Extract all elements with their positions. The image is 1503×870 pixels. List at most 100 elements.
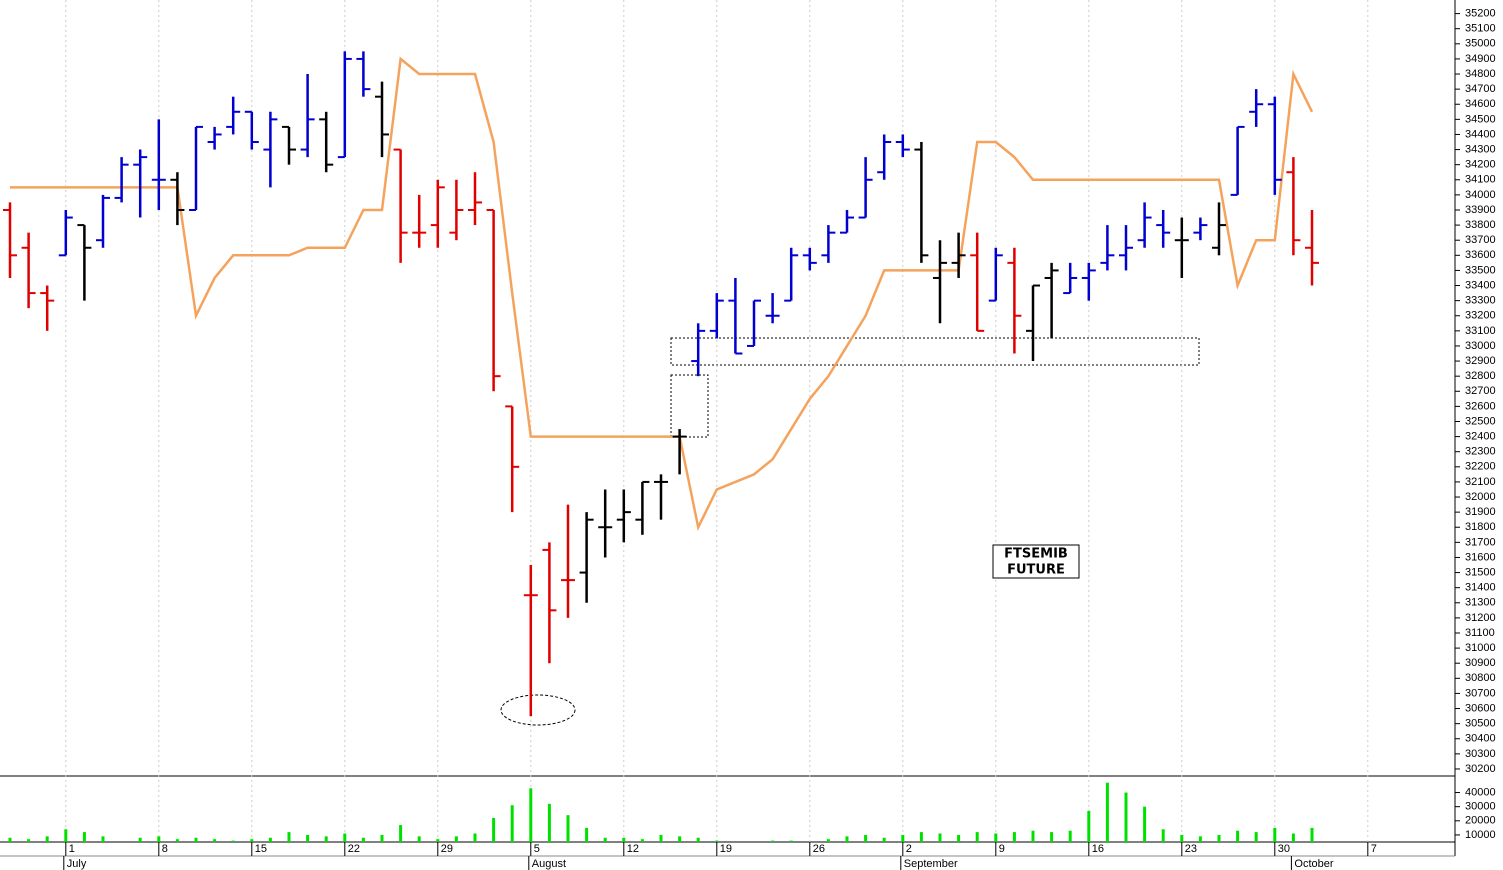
y-tick-label: 32500 [1465,415,1496,427]
volume-bar [1198,836,1202,842]
volume-bar [157,836,161,842]
volume-bar [175,839,179,842]
volume-bar [1068,830,1072,842]
volume-bar [826,839,830,842]
volume-bar [306,834,310,842]
y-tick-label: 30400 [1465,733,1496,745]
y-tick-label: 33000 [1465,340,1496,352]
y-tick-label: 32000 [1465,491,1496,503]
volume-bar [585,827,589,842]
volume-bar [882,837,886,842]
ohlc-bar [1026,284,1040,362]
annotation-text: FTSEMIB [1004,547,1068,562]
ohlc-bar [858,157,873,219]
ohlc-bar [709,293,724,339]
ohlc-bar [319,111,334,173]
ohlc-bar [877,134,892,180]
zone-box [670,337,1200,366]
volume-bar [659,834,663,842]
y-tick-label: 33200 [1465,310,1496,322]
ohlc-bar [77,224,92,301]
y-tick-label: 34000 [1465,189,1496,201]
volume-bar [1124,792,1128,842]
month-label: July [67,858,87,870]
volume-bar [640,839,644,842]
volume-bar [957,834,961,842]
volume-bar [1105,782,1109,842]
y-tick-label: 30700 [1465,687,1496,699]
ohlc-bar [449,179,464,241]
y-tick-label: 34400 [1465,128,1496,140]
y-tick-label: 30600 [1465,702,1496,714]
ohlc-bar [635,480,650,535]
y-tick-label: 31900 [1465,506,1496,518]
volume-bar [417,836,421,842]
volume-bar [622,837,626,842]
volume-bar [1161,829,1165,842]
volume-tick-label: 30000 [1465,801,1496,813]
ohlc-bar [1230,125,1245,196]
volume-bar [473,833,477,842]
ohlc-bar [430,179,445,248]
volume-bar [213,839,217,842]
y-tick-label: 32100 [1465,476,1496,488]
volume-bar [268,837,272,842]
volume-bar [101,836,105,842]
y-tick-label: 34800 [1465,68,1496,80]
ohlc-bar [58,209,73,257]
volume-bar [1291,833,1295,842]
y-tick-label: 33800 [1465,219,1496,231]
low-marker [500,694,576,726]
x-tick-label: 1 [69,843,75,855]
y-tick-label: 30800 [1465,672,1496,684]
ohlc-bar [579,512,594,603]
ohlc-bar [523,565,538,717]
volume-bar [1180,834,1184,842]
volume-bar [789,840,793,842]
ohlc-bar [802,247,817,271]
y-tick-label: 31000 [1465,642,1496,654]
ohlc-bar [821,225,836,263]
volume-bar [1254,832,1258,842]
x-tick-label: 5 [534,843,540,855]
y-tick-label: 33600 [1465,249,1496,261]
ohlc-bar [1044,262,1059,339]
ohlc-bar [970,232,985,332]
y-tick-label: 33400 [1465,279,1496,291]
ohlc-bar [784,247,799,302]
volume-bar [399,825,403,842]
volume-bar [231,840,235,842]
ohlc-bar [1286,157,1301,256]
ohlc-bar [1305,209,1319,286]
y-tick-label: 31300 [1465,597,1496,609]
ohlc-bar [542,542,557,664]
ohlc-bar [263,111,278,188]
ohlc-bar [691,323,706,377]
ohlc-bar [375,81,389,158]
ohlc-bar [914,142,929,263]
y-tick-label: 33500 [1465,264,1496,276]
y-tick-label: 30200 [1465,763,1496,775]
volume-bar [1050,832,1054,842]
ohlc-bar [3,202,17,278]
ohlc-bar [1174,217,1189,278]
volume-bar [138,837,142,842]
y-tick-label: 35100 [1465,23,1496,35]
x-tick-label: 7 [1371,843,1377,855]
ohlc-bar [40,285,55,331]
ohlc-bar [765,293,780,324]
y-tick-label: 32700 [1465,385,1496,397]
x-tick-label: 12 [627,843,639,855]
month-label: August [532,858,566,870]
ohlc-bar [1100,225,1115,271]
month-label: September [904,858,958,870]
volume-bar [1031,830,1035,842]
ohlc-bar [412,194,427,248]
volume-bar [45,836,49,842]
ohlc-bar [1137,202,1152,248]
y-tick-label: 34200 [1465,159,1496,171]
volume-bar [696,837,700,842]
ohlc-bar [988,247,1003,302]
y-tick-label: 31400 [1465,582,1496,594]
